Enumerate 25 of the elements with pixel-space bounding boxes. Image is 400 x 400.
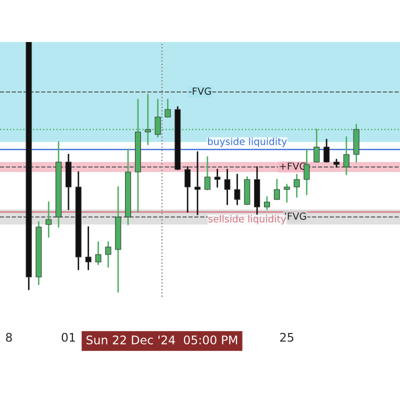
candlestick (343, 136, 350, 176)
candlestick (105, 241, 112, 268)
candlestick (284, 184, 290, 203)
candlestick (164, 98, 171, 118)
candlestick (95, 241, 102, 266)
candlestick (85, 226, 92, 270)
candlestick (184, 166, 191, 213)
candlestick (46, 201, 52, 238)
candlestick (274, 178, 280, 200)
x-tick-label: 01 (62, 332, 75, 342)
candlestick (204, 156, 210, 190)
candlestick (294, 174, 300, 198)
candlestick (224, 168, 230, 206)
candlestick (324, 138, 330, 163)
band-label: IFVG (285, 212, 306, 220)
ref-line-label: buyside liquidity (208, 138, 287, 147)
x-tick-label: 8 (6, 332, 12, 342)
candlestick (194, 151, 201, 216)
candlestick (264, 196, 270, 210)
ref-line-label: sellside liquidity (208, 215, 286, 224)
x-tick-label: 25 (280, 332, 294, 342)
candlestick (214, 168, 220, 188)
band-label: -FVG (188, 87, 211, 95)
text: Sun 22 Dec '24 05:00 PM (86, 335, 238, 344)
candlestick (234, 174, 240, 206)
